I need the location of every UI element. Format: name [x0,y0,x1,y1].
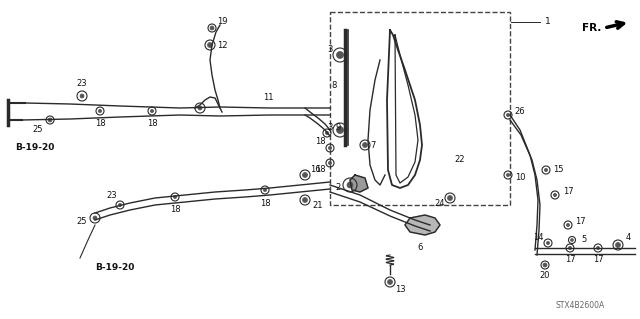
Bar [330,12,510,205]
Text: 26: 26 [515,108,525,116]
Text: 5: 5 [581,235,587,244]
Text: 19: 19 [217,18,227,26]
Text: FR.: FR. [582,23,601,33]
Circle shape [207,42,212,48]
Circle shape [387,279,392,285]
Circle shape [303,173,307,177]
Circle shape [198,106,202,110]
Text: 11: 11 [263,93,273,102]
Text: 18: 18 [315,166,325,174]
Circle shape [347,182,353,188]
Text: 13: 13 [395,286,405,294]
Circle shape [337,127,344,133]
Text: STX4B2600A: STX4B2600A [556,300,605,309]
Circle shape [616,242,621,248]
Text: 21: 21 [313,201,323,210]
Text: 18: 18 [260,199,270,209]
Text: B-19-20: B-19-20 [15,144,54,152]
Circle shape [80,94,84,98]
Circle shape [264,189,267,192]
Text: 22: 22 [455,155,465,165]
Text: 17: 17 [564,256,575,264]
Text: 4: 4 [625,234,630,242]
Text: 16: 16 [310,166,320,174]
Circle shape [547,241,550,245]
Text: 23: 23 [77,79,87,88]
Text: 3: 3 [327,46,333,55]
Text: 17: 17 [593,256,604,264]
Circle shape [596,246,600,249]
Circle shape [447,196,452,201]
Text: 18: 18 [170,205,180,214]
Circle shape [568,246,572,249]
Text: 3: 3 [327,123,333,132]
Text: 15: 15 [553,166,563,174]
Circle shape [506,174,509,177]
Circle shape [99,109,102,113]
Text: 23: 23 [107,190,117,199]
Text: 1: 1 [545,18,551,26]
Circle shape [328,146,332,150]
Text: 25: 25 [33,125,44,135]
Circle shape [566,223,570,226]
Polygon shape [405,215,440,235]
Circle shape [173,196,177,199]
Text: 18: 18 [315,137,325,146]
Text: 6: 6 [417,243,422,253]
Text: 9: 9 [335,123,340,132]
Text: 24: 24 [435,198,445,207]
Text: 14: 14 [532,234,543,242]
Circle shape [554,193,557,197]
Circle shape [303,197,307,203]
Circle shape [543,263,547,267]
Circle shape [325,131,328,135]
Circle shape [118,204,122,207]
Text: 2: 2 [335,183,340,192]
Text: 12: 12 [217,41,227,49]
Circle shape [571,239,573,241]
Text: 17: 17 [575,218,586,226]
Circle shape [210,26,214,30]
Text: 20: 20 [540,271,550,279]
Circle shape [337,51,344,58]
Text: 8: 8 [332,80,337,90]
Circle shape [48,118,52,122]
Circle shape [328,161,332,165]
Text: 18: 18 [95,120,106,129]
Text: 25: 25 [77,218,87,226]
Polygon shape [350,175,368,192]
Text: B-19-20: B-19-20 [95,263,134,272]
Circle shape [506,113,509,117]
Text: 18: 18 [147,120,157,129]
Text: 17: 17 [563,188,573,197]
Circle shape [545,168,548,172]
Circle shape [93,216,97,220]
Circle shape [150,109,154,113]
Text: 10: 10 [515,174,525,182]
Circle shape [362,143,367,147]
Text: 7: 7 [371,140,376,150]
